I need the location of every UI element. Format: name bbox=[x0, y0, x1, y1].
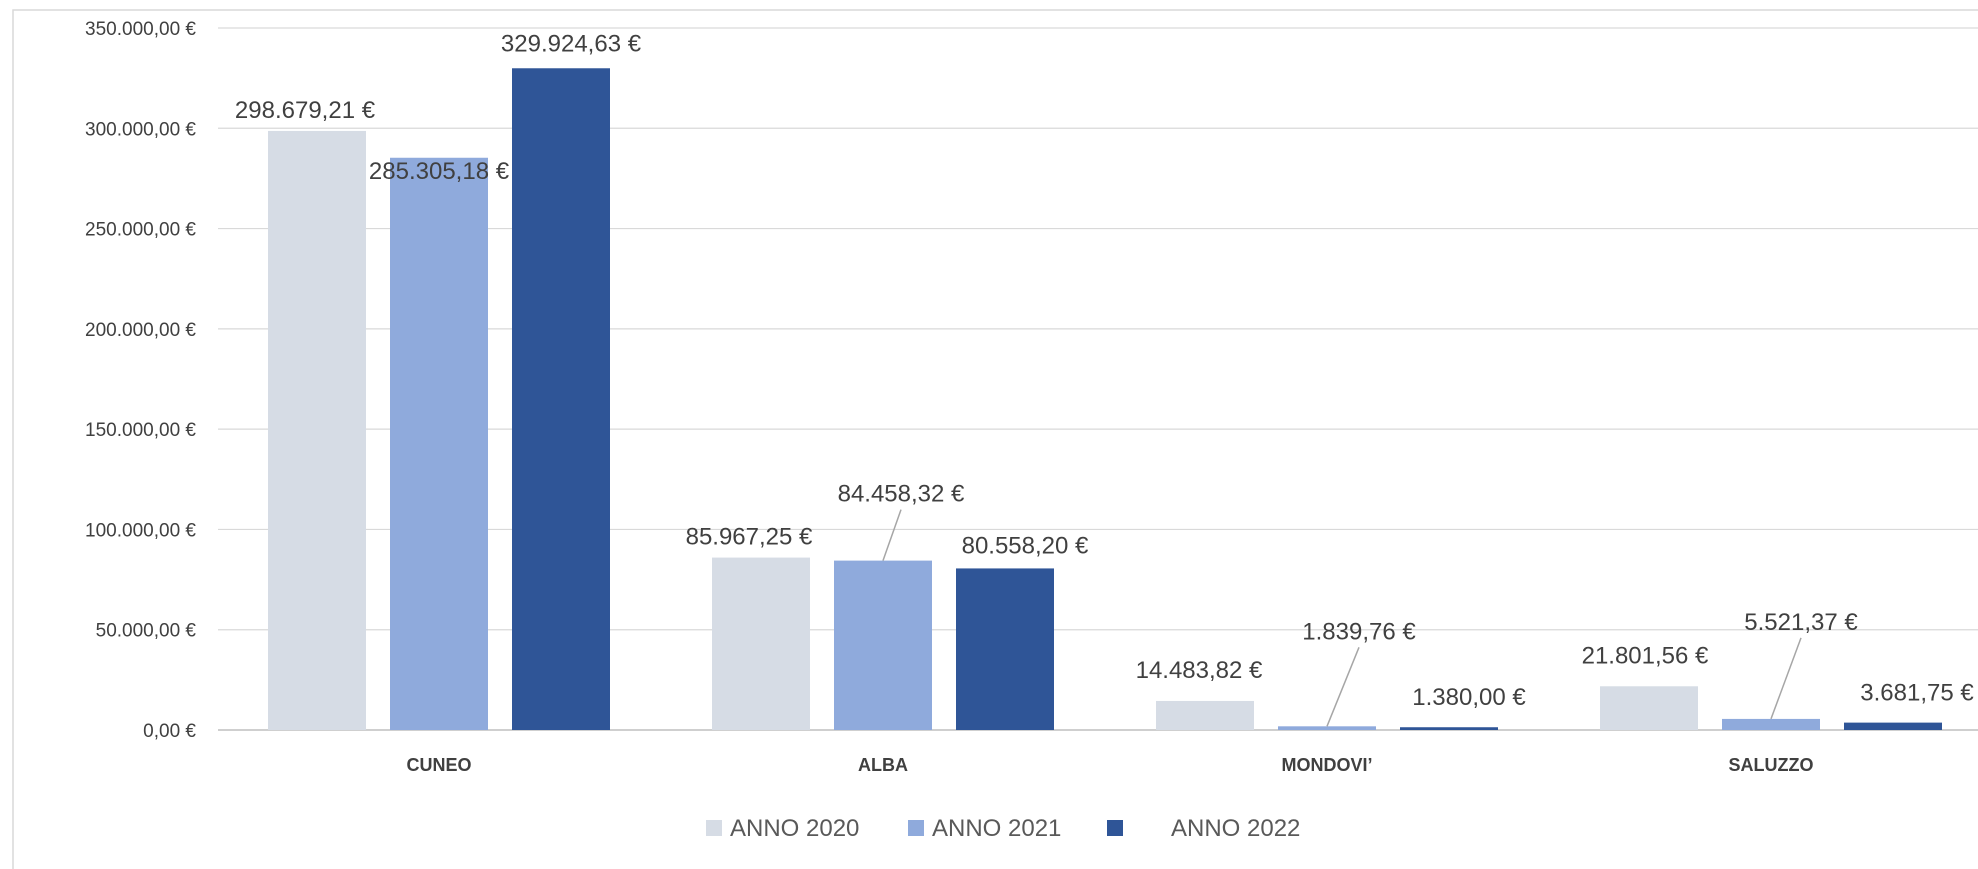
leader-line bbox=[1326, 647, 1360, 727]
bar bbox=[512, 68, 610, 731]
data-label: 298.679,21 € bbox=[235, 97, 376, 124]
category-label: SALUZZO bbox=[1729, 755, 1814, 775]
legend-label: ANNO 2022 bbox=[1171, 815, 1300, 842]
bar bbox=[1722, 718, 1820, 730]
y-axis-ticks: 0,00 € 50.000,00 € 100.000,00 € 150.000,00 … bbox=[85, 19, 196, 742]
y-tick-label: 300.000,00 € bbox=[85, 119, 196, 140]
data-label: 1.839,76 € bbox=[1302, 618, 1416, 645]
data-label: 5.521,37 € bbox=[1744, 609, 1858, 636]
y-tick-label: 0,00 € bbox=[143, 721, 196, 742]
leader-line bbox=[882, 509, 902, 561]
y-tick-label: 100.000,00 € bbox=[85, 520, 196, 541]
data-label: 1.380,00 € bbox=[1412, 684, 1526, 711]
bar bbox=[712, 557, 810, 730]
bar bbox=[390, 157, 488, 730]
data-label: 21.801,56 € bbox=[1582, 642, 1709, 669]
legend: ANNO 2020 ANNO 2021 ANNO 2022 bbox=[706, 815, 1300, 842]
data-label: 329.924,63 € bbox=[501, 30, 642, 57]
data-label: 285.305,18 € bbox=[369, 158, 510, 185]
y-tick-label: 250.000,00 € bbox=[85, 220, 196, 241]
category-label: MONDOVI’ bbox=[1281, 755, 1372, 775]
bar bbox=[1156, 700, 1254, 730]
bar bbox=[956, 568, 1054, 730]
bar bbox=[1844, 722, 1942, 730]
data-label: 14.483,82 € bbox=[1136, 657, 1263, 684]
data-label: 80.558,20 € bbox=[962, 532, 1089, 559]
bar bbox=[1600, 686, 1698, 730]
bar bbox=[1278, 726, 1376, 730]
bar bbox=[1400, 727, 1498, 730]
legend-swatch bbox=[908, 820, 924, 836]
category-label: ALBA bbox=[858, 755, 908, 775]
data-label: 84.458,32 € bbox=[838, 481, 965, 508]
bar bbox=[268, 130, 366, 731]
y-tick-label: 200.000,00 € bbox=[85, 320, 196, 341]
category-label: CUNEO bbox=[406, 755, 471, 775]
leader-lines bbox=[882, 509, 1802, 727]
y-tick-label: 150.000,00 € bbox=[85, 420, 196, 441]
leader-line bbox=[1770, 637, 1802, 720]
data-labels: 298.679,21 € 285.305,18 € 329.924,63 € 85.9… bbox=[235, 30, 1974, 711]
bars bbox=[268, 68, 1942, 731]
x-axis-categories: CUNEO ALBA MONDOVI’ SALUZZO bbox=[406, 755, 1813, 775]
legend-label: ANNO 2020 bbox=[730, 815, 859, 842]
data-label: 3.681,75 € bbox=[1860, 680, 1974, 707]
legend-swatch bbox=[706, 820, 722, 836]
y-tick-label: 50.000,00 € bbox=[96, 621, 197, 642]
y-tick-label: 350.000,00 € bbox=[85, 19, 196, 40]
legend-swatch bbox=[1107, 820, 1123, 836]
data-label: 85.967,25 € bbox=[686, 524, 813, 551]
bar bbox=[834, 560, 932, 730]
legend-label: ANNO 2021 bbox=[932, 815, 1061, 842]
